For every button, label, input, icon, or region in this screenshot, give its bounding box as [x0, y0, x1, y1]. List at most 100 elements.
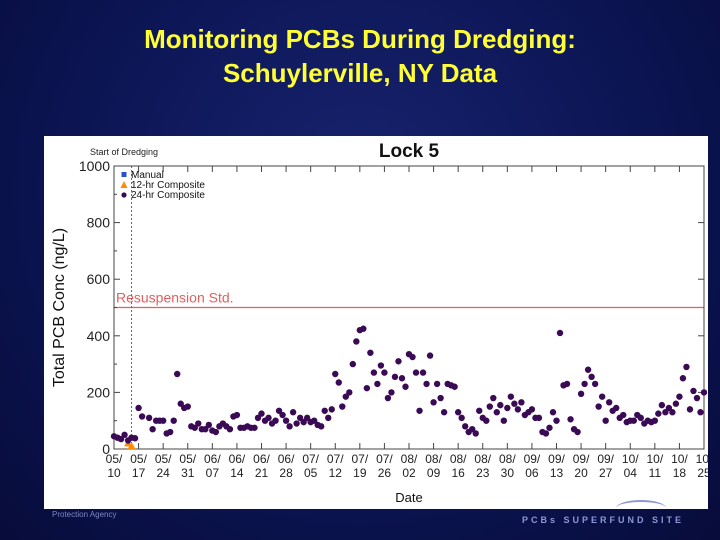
data-point-24hr [202, 425, 209, 433]
x-tick-label-line2: 13 [550, 466, 564, 480]
x-tick-label-line1: 09/ [524, 452, 541, 466]
data-point-24hr [655, 410, 662, 417]
data-point-24hr [289, 409, 297, 416]
data-point-24hr [395, 358, 402, 365]
data-point-24hr [416, 407, 423, 414]
data-point-24hr [577, 390, 585, 398]
data-point-24hr [433, 380, 441, 388]
data-point-24hr [346, 389, 353, 396]
data-point-24hr [296, 414, 304, 422]
legend-marker-manual [121, 172, 127, 177]
data-point-24hr [514, 406, 522, 413]
data-point-24hr [507, 393, 515, 400]
data-point-24hr [630, 417, 637, 424]
x-tick-label-line1: 10/ [696, 452, 708, 466]
data-point-24hr [430, 399, 437, 406]
data-point-24hr [440, 409, 448, 416]
data-point-24hr [272, 417, 279, 424]
data-point-24hr [159, 417, 167, 424]
data-point-24hr [212, 428, 220, 436]
data-point-24hr [595, 403, 602, 410]
data-point-24hr [518, 399, 525, 406]
x-tick-label-line1: 08/ [401, 452, 418, 466]
data-point-24hr [184, 403, 191, 410]
data-point-24hr [437, 394, 444, 402]
data-point-24hr [553, 417, 560, 424]
data-point-24hr [282, 417, 290, 424]
data-point-24hr [451, 383, 458, 390]
x-tick-label-line1: 07/ [351, 452, 368, 466]
x-tick-label-line2: 25 [697, 466, 708, 480]
data-point-24hr [258, 410, 265, 417]
slide-title-line1: Monitoring PCBs During Dredging: [144, 24, 576, 54]
x-tick-label-line2: 12 [329, 466, 343, 480]
pcb-scatter-chart: Lock 5 Resuspension Std. Start of Dredging… [51, 141, 708, 505]
data-point-24hr [581, 380, 588, 388]
legend-label: Manual [131, 170, 164, 181]
data-point-24hr [549, 409, 557, 416]
data-point-24hr [693, 394, 701, 402]
data-point-24hr [205, 421, 213, 429]
x-tick-label-line2: 18 [673, 466, 687, 480]
data-point-24hr [233, 411, 241, 419]
x-tick-label-line2: 07 [206, 466, 220, 480]
data-point-24hr [500, 417, 508, 424]
x-tick-label-line2: 10 [107, 466, 121, 480]
y-tick-label: 200 [87, 384, 111, 400]
data-point-24hr [658, 401, 666, 409]
data-point-24hr [700, 389, 708, 396]
data-point-24hr [511, 400, 518, 407]
data-point-24hr [174, 370, 181, 378]
x-tick-label-line2: 17 [132, 466, 146, 480]
data-point-24hr [318, 423, 325, 430]
data-point-24hr [342, 393, 349, 400]
data-point-24hr [191, 424, 198, 431]
data-point-24hr [328, 406, 335, 413]
x-tick-label-line1: 09/ [548, 452, 565, 466]
y-axis-label: Total PCB Conc (ng/L) [51, 228, 68, 387]
superfund-logo-swoosh-icon [616, 500, 666, 516]
data-point-24hr [613, 404, 620, 412]
x-tick-label-line2: 11 [649, 466, 662, 480]
data-point-24hr [535, 414, 543, 422]
data-point-24hr [461, 423, 469, 430]
data-point-24hr [254, 414, 262, 422]
data-point-24hr [121, 431, 128, 439]
data-point-24hr [300, 418, 307, 426]
data-point-24hr [339, 403, 346, 410]
x-tick-label-line2: 14 [230, 466, 244, 480]
data-point-24hr [683, 363, 690, 371]
data-point-24hr [454, 409, 462, 416]
x-tick-label-line2: 19 [353, 466, 367, 480]
y-tick-label: 800 [87, 215, 111, 231]
x-tick-label-line2: 30 [501, 466, 515, 480]
x-tick-label-line1: 06/ [204, 452, 221, 466]
data-point-24hr [665, 404, 673, 412]
data-point-24hr [697, 409, 704, 416]
x-tick-label-line1: 05/ [106, 452, 123, 466]
data-point-24hr [177, 400, 184, 407]
data-point-24hr [166, 428, 174, 436]
data-point-24hr [669, 409, 676, 416]
data-point-24hr [574, 428, 581, 436]
x-tick-label-line1: 07/ [376, 452, 393, 466]
data-point-24hr [651, 417, 659, 424]
data-point-24hr [251, 424, 258, 431]
slide-title-line2: Schuylerville, NY Data [222, 58, 498, 88]
data-point-24hr [497, 401, 504, 409]
data-point-24hr [686, 406, 694, 413]
data-point-24hr [353, 338, 360, 345]
data-point-24hr [486, 403, 493, 410]
data-point-24hr [637, 414, 644, 422]
data-point-24hr [377, 362, 385, 369]
legend-marker-24hr [121, 192, 127, 198]
data-point-24hr [279, 411, 286, 419]
data-point-24hr [349, 360, 357, 368]
data-point-24hr [367, 349, 374, 356]
chart-panel: Lock 5 Resuspension Std. Start of Dredging… [44, 136, 708, 509]
data-point-24hr [409, 353, 416, 361]
x-tick-label-line2: 24 [156, 466, 170, 480]
x-tick-label-line2: 05 [304, 466, 318, 480]
x-tick-label-line1: 06/ [253, 452, 270, 466]
x-tick-label-line2: 28 [279, 466, 293, 480]
